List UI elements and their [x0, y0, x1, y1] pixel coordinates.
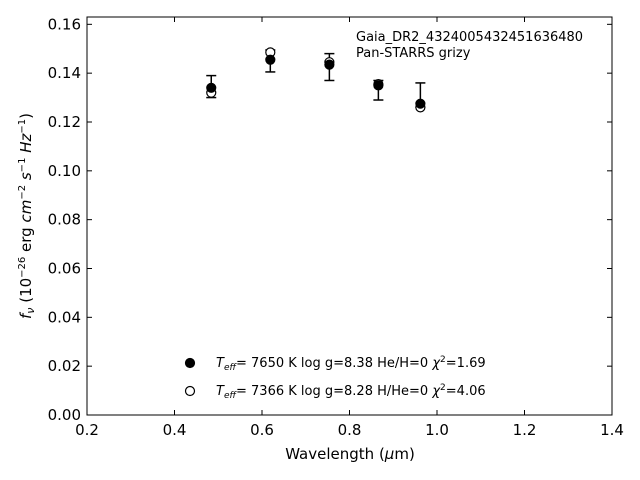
data-markers [206, 47, 426, 113]
legend-marker-filled [184, 357, 196, 369]
x-axis-label: Wavelength (μm) [285, 445, 415, 463]
y-tick-label: 0.16 [48, 15, 81, 33]
model-point-filled [373, 80, 384, 91]
legend-marker-open [184, 385, 196, 397]
y-tick-label: 0.14 [48, 64, 81, 82]
x-tick-label: 1.2 [513, 421, 537, 439]
y-tick-label: 0.06 [48, 259, 81, 277]
y-tick-label: 0.12 [48, 113, 81, 131]
model-point-filled [324, 59, 335, 70]
y-tick-label: 0.10 [48, 162, 81, 180]
x-tick-label: 0.8 [338, 421, 362, 439]
y-tick-label: 0.04 [48, 308, 81, 326]
model-point-filled [265, 54, 276, 65]
y-tick-label: 0.00 [48, 406, 81, 424]
axes: 0.2 0.4 0.6 0.8 1.0 1.2 1.4 0.00 0.02 0.04 0.06 0.0… [48, 15, 624, 439]
x-tick-label: 0.6 [250, 421, 274, 439]
legend-entry-2: Teff= 7366 K log g=8.28 H/He=0 χ2=4.06 [216, 383, 486, 401]
annotation-object-id: Gaia_DR2_4324005432451636480 [356, 30, 583, 45]
y-tick-label: 0.02 [48, 357, 81, 375]
x-tick-label: 0.4 [163, 421, 187, 439]
y-tick-label: 0.08 [48, 211, 81, 229]
model-point-filled [415, 98, 426, 109]
x-tick-label: 1.4 [600, 421, 624, 439]
y-axis-label: fν (10−26 erg cm−2 s−1 Hz−1) [17, 113, 37, 319]
x-tick-label: 1.0 [425, 421, 449, 439]
annotation-survey: Pan-STARRS grizy [356, 46, 471, 61]
legend-entry-1: Teff= 7650 K log g=8.38 He/H=0 χ2=1.69 [216, 355, 486, 373]
model-point-filled [206, 82, 217, 93]
legend: Teff= 7650 K log g=8.38 He/H=0 χ2=1.69 T… [184, 355, 486, 401]
x-tick-label: 0.2 [75, 421, 99, 439]
